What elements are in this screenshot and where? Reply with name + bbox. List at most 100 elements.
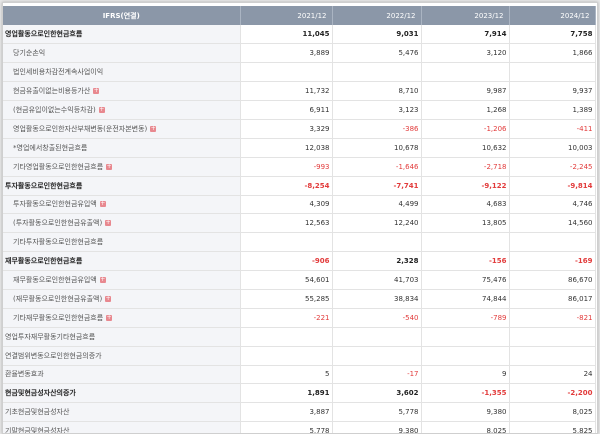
value-cell <box>509 62 596 83</box>
row-label-cell: 기말현금및현금성자산 <box>3 421 241 433</box>
value-cell: 5,778 <box>332 402 422 423</box>
table-row: 재무활동으로인한현금흐름 -906 2,328 -156 -169 <box>3 251 596 272</box>
table-row: 현금유출이없는비용등가산 +11,732 8,710 9,987 9,937 <box>3 81 596 102</box>
value-cell: 24 <box>509 365 596 385</box>
row-label-cell[interactable]: 기타재무활동으로인한현금흐름 + <box>3 308 241 328</box>
value-cell: -2,245 <box>509 157 596 177</box>
value-cell: 11,045 <box>240 25 333 45</box>
plus-icon[interactable]: + <box>93 87 100 95</box>
value-cell <box>240 327 333 347</box>
header-year-2023: 2023/12 <box>421 6 510 25</box>
row-label: (투자활동으로인한현금유출액) <box>13 219 103 228</box>
row-label-cell: 현금및현금성자산의증가 <box>3 383 241 404</box>
value-cell: 3,123 <box>332 100 422 120</box>
table-row: 현금및현금성자산의증가 1,891 3,602 -1,355 -2,200 <box>3 383 596 404</box>
row-label: 기타투자활동으로인한현금흐름 <box>13 238 104 247</box>
row-label-cell: 영업투자재무활동기타현금흐름 <box>3 327 241 347</box>
value-cell: 5,778 <box>240 421 333 433</box>
table-row: 영업투자재무활동기타현금흐름 <box>3 327 596 347</box>
value-cell: 8,025 <box>421 421 510 433</box>
row-label-cell[interactable]: 현금유출이없는비용등가산 + <box>3 81 241 102</box>
value-cell: 38,834 <box>332 289 422 309</box>
value-cell: 1,268 <box>421 100 510 120</box>
value-cell: 54,601 <box>240 270 333 290</box>
value-cell <box>509 327 596 347</box>
table-row: 투자활동으로인한현금흐름 -8,254 -7,741 -9,122 -9,814 <box>3 176 596 196</box>
row-label: 당기순손익 <box>13 49 46 58</box>
row-label-cell[interactable]: (투자활동으로인한현금유출액) + <box>3 213 241 234</box>
row-label-cell: 연결범위변동으로인한현금의증가 <box>3 346 241 366</box>
value-cell: 55,285 <box>240 289 333 309</box>
value-cell: 74,844 <box>421 289 510 309</box>
value-cell: 1,891 <box>240 383 333 404</box>
value-cell: 6,911 <box>240 100 333 120</box>
value-cell <box>421 327 510 347</box>
row-label: 기타영업활동으로인한현금흐름 <box>13 162 104 171</box>
table-row: 연결범위변동으로인한현금의증가 <box>3 346 596 366</box>
plus-icon[interactable]: + <box>99 200 106 208</box>
value-cell: 10,632 <box>421 138 510 158</box>
value-cell: 3,329 <box>240 119 333 139</box>
value-cell: 86,017 <box>509 289 596 309</box>
row-label-cell[interactable]: 기타영업활동으로인한현금흐름 + <box>3 157 241 177</box>
header-row: IFRS(연결) 2021/12 2022/12 2023/12 2024/12 <box>3 6 596 25</box>
table-row: 기말현금및현금성자산 5,778 9,380 8,025 5,825 <box>3 421 596 433</box>
value-cell <box>509 346 596 366</box>
value-cell: -7,741 <box>332 176 422 196</box>
value-cell: 3,602 <box>332 383 422 404</box>
row-label: 영업투자재무활동기타현금흐름 <box>5 332 96 341</box>
value-cell: 5,825 <box>509 421 596 433</box>
value-cell: 41,703 <box>332 270 422 290</box>
value-cell: 9,380 <box>332 421 422 433</box>
row-label-cell[interactable]: 투자활동으로인한현금유입액 + <box>3 195 241 215</box>
value-cell: 2,328 <box>332 251 422 272</box>
plus-icon[interactable]: + <box>105 294 112 302</box>
value-cell: -8,254 <box>240 176 333 196</box>
value-cell <box>332 327 422 347</box>
row-label-cell[interactable]: 재무활동으로인한현금유입액 + <box>3 270 241 290</box>
value-cell: 3,889 <box>240 43 333 64</box>
value-cell <box>240 62 333 83</box>
value-cell: -1,355 <box>421 383 510 404</box>
row-label-cell[interactable]: (재무활동으로인한현금유출액) + <box>3 289 241 309</box>
table-row: (현금유입이없는수익등차감) +6,911 3,123 1,268 1,389 <box>3 100 596 120</box>
plus-icon[interactable]: + <box>99 276 106 284</box>
row-label-cell[interactable]: (현금유입이없는수익등차감) + <box>3 100 241 120</box>
row-label: *영업에서창출된현금흐름 <box>13 143 88 152</box>
value-cell <box>332 232 422 253</box>
plus-icon[interactable]: + <box>105 219 112 227</box>
row-label-cell[interactable]: 영업활동으로인한자산부채변동(운전자본변동) + <box>3 119 241 139</box>
value-cell: -1,206 <box>421 119 510 139</box>
header-year-2024: 2024/12 <box>509 6 596 25</box>
row-label: 법인세비용차감전계속사업이익 <box>13 68 104 77</box>
value-cell: 3,887 <box>240 402 333 423</box>
value-cell: 7,914 <box>421 25 510 45</box>
value-cell: -993 <box>240 157 333 177</box>
plus-icon[interactable]: + <box>150 124 157 132</box>
value-cell <box>421 232 510 253</box>
value-cell: 1,389 <box>509 100 596 120</box>
table-row: 재무활동으로인한현금유입액 +54,601 41,703 75,476 86,670 <box>3 270 596 290</box>
row-label-cell: 법인세비용차감전계속사업이익 <box>3 62 241 83</box>
table-row: 당기순손익 3,889 5,476 3,120 1,866 <box>3 43 596 64</box>
value-cell: -386 <box>332 119 422 139</box>
table-row: *영업에서창출된현금흐름 12,038 10,678 10,632 10,003 <box>3 138 596 158</box>
value-cell: -156 <box>421 251 510 272</box>
value-cell: 13,805 <box>421 213 510 234</box>
value-cell <box>509 232 596 253</box>
value-cell: -821 <box>509 308 596 328</box>
value-cell: 12,240 <box>332 213 422 234</box>
plus-icon[interactable]: + <box>106 313 113 321</box>
value-cell: 86,670 <box>509 270 596 290</box>
header-label: IFRS(연결) <box>3 6 241 25</box>
plus-icon[interactable]: + <box>106 162 113 170</box>
table-row: 영업활동으로인한현금흐름 11,045 9,031 7,914 7,758 <box>3 25 596 45</box>
value-cell: -789 <box>421 308 510 328</box>
value-cell: 5,476 <box>332 43 422 64</box>
row-label: 영업활동으로인한현금흐름 <box>5 30 83 39</box>
value-cell <box>240 232 333 253</box>
plus-icon[interactable]: + <box>98 106 105 113</box>
row-label-cell: 당기순손익 <box>3 43 241 64</box>
value-cell: 4,683 <box>421 195 510 215</box>
value-cell: 9,031 <box>332 25 422 45</box>
